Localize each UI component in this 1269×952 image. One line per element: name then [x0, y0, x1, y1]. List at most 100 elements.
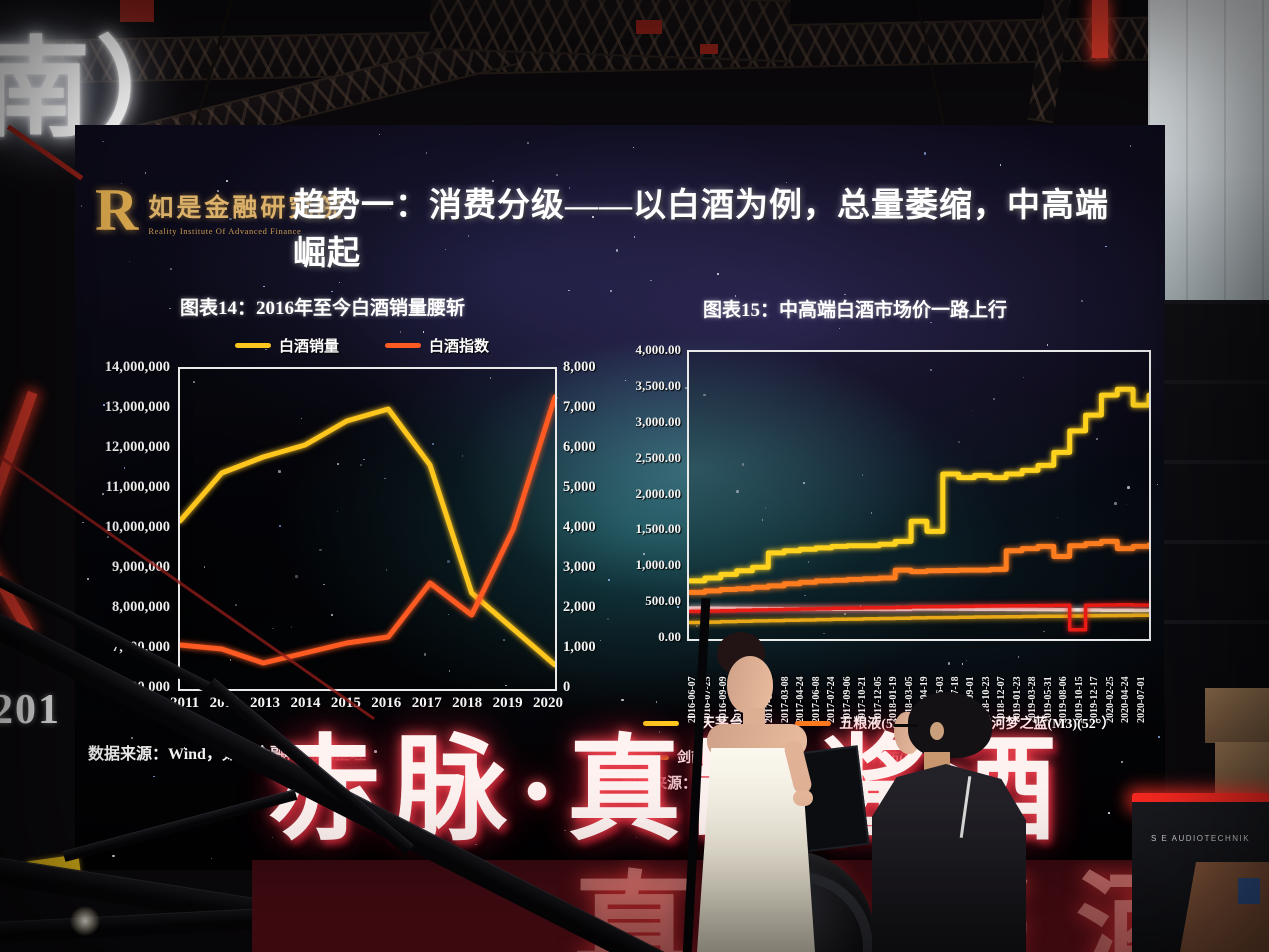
axis-tick-label: 1,000 — [563, 639, 596, 655]
axis-tick-label: 3,500.00 — [635, 377, 682, 393]
star — [1125, 503, 1128, 506]
legend-swatch — [235, 343, 271, 348]
star — [930, 369, 932, 371]
chart15-plot-area — [686, 350, 1152, 641]
axis-tick-label: 8,000 — [563, 359, 596, 375]
star — [1121, 761, 1123, 763]
star — [107, 536, 109, 538]
legend-swatch — [643, 720, 679, 726]
logo-name-chinese: 如是金融研究院 — [148, 195, 345, 222]
star — [425, 152, 428, 154]
axis-tick-label: 0 — [563, 679, 571, 695]
x-axis-date-label: 2020-07-01 — [1135, 676, 1147, 723]
star — [1158, 736, 1160, 738]
axis-tick-label: 5,000 — [563, 479, 596, 495]
star — [844, 293, 846, 296]
star — [389, 207, 392, 210]
star — [265, 348, 267, 350]
star — [651, 743, 653, 746]
star — [331, 614, 333, 616]
star — [226, 180, 228, 182]
star — [804, 594, 806, 597]
star — [632, 146, 635, 149]
star — [1022, 376, 1025, 379]
axis-tick-label: 500.00 — [645, 593, 681, 609]
chart14-series-1 — [177, 394, 558, 666]
chart14-lines — [177, 394, 558, 668]
star — [923, 152, 927, 155]
star — [317, 239, 319, 242]
star — [965, 659, 968, 662]
star — [1095, 437, 1099, 441]
x-axis-date-label: 2017-09-06 — [841, 676, 853, 723]
logo-name-english: Reality Institute Of Advanced Finance — [148, 226, 302, 236]
star — [278, 470, 281, 473]
star — [785, 181, 788, 184]
star — [717, 273, 719, 275]
star — [843, 612, 847, 616]
star — [102, 493, 104, 495]
star — [183, 747, 186, 749]
star — [359, 463, 363, 467]
star — [1105, 245, 1107, 248]
star — [271, 836, 274, 839]
star — [1056, 516, 1059, 519]
star — [725, 301, 728, 305]
star — [475, 843, 477, 846]
chart15-series-4 — [687, 603, 1151, 632]
star — [608, 579, 610, 581]
star — [592, 216, 594, 218]
chart14-legend: 白酒销量 白酒指数 — [235, 335, 489, 356]
axis-tick-label: 7,000 — [563, 399, 596, 415]
star — [447, 560, 450, 563]
star — [999, 164, 1002, 166]
red-truss-fixture — [120, 0, 154, 22]
star — [203, 566, 206, 568]
floor-lamp-glow — [70, 906, 100, 936]
star — [447, 613, 450, 616]
star — [82, 521, 84, 524]
blue-floor-mark — [1238, 878, 1260, 904]
star — [734, 295, 737, 297]
star — [696, 625, 698, 627]
star — [606, 617, 610, 621]
star — [384, 477, 386, 480]
red-led-fixture — [1092, 0, 1108, 58]
star — [947, 662, 951, 665]
logo-text-block: 如是金融研究院 Reality Institute Of Advanced Fi… — [148, 182, 344, 236]
star — [124, 217, 128, 221]
star — [423, 653, 427, 656]
star — [319, 548, 322, 552]
star — [640, 380, 643, 383]
star — [295, 575, 298, 578]
star — [527, 142, 529, 144]
star — [374, 750, 377, 754]
chart14-plot-area — [177, 367, 558, 691]
star — [1156, 483, 1159, 486]
star — [844, 710, 847, 712]
star — [363, 458, 365, 461]
star — [382, 202, 384, 205]
legend-item: 五粮液(52° — [795, 713, 906, 733]
star — [80, 205, 83, 207]
star — [144, 172, 147, 174]
axis-tick-label: 11,000,000 — [105, 479, 170, 495]
star — [764, 507, 767, 509]
institute-logo: R 如是金融研究院 Reality Institute Of Advanced … — [95, 180, 344, 240]
star — [169, 307, 171, 310]
axis-tick-label: 4,000 — [563, 519, 596, 535]
star — [1114, 502, 1117, 505]
legend-item: 白酒销量 — [235, 335, 339, 356]
star — [461, 337, 463, 339]
star — [331, 290, 333, 293]
star — [210, 857, 213, 860]
star — [1043, 630, 1045, 633]
star — [153, 775, 155, 778]
chart15-legend-row1: 飞天茅台(53°五粮液(52°洋河梦之蓝(M3)(52°） — [643, 713, 1115, 733]
star — [1081, 300, 1083, 302]
axis-tick-label: 8,000,000 — [112, 599, 170, 615]
star — [803, 482, 805, 484]
axis-tick-label: 10,000,000 — [104, 519, 170, 535]
axis-tick-label: 0.00 — [658, 629, 681, 644]
star — [385, 569, 388, 571]
